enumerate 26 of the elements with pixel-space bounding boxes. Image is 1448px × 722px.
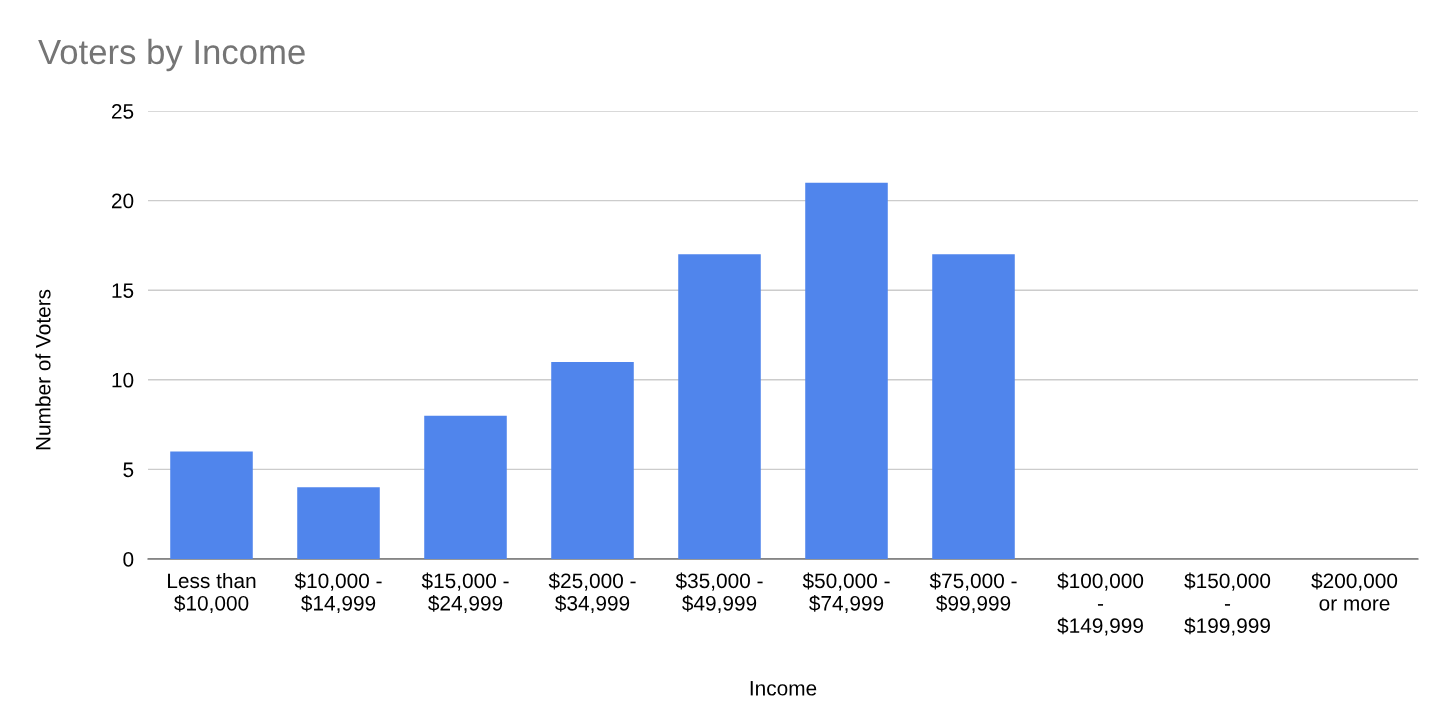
y-tick-label: 15	[112, 283, 134, 298]
x-tick-label: Less than $10,000	[168, 572, 256, 614]
bar	[551, 361, 634, 559]
y-tick-label: 0	[123, 552, 134, 567]
x-axis-title: Income	[750, 681, 817, 696]
bar	[297, 487, 380, 559]
bar	[805, 182, 888, 559]
x-tick-label: $150,000 - $199,999	[1184, 572, 1271, 636]
x-tick-label: $50,000 - $74,999	[802, 572, 890, 614]
bar	[170, 451, 253, 559]
y-tick-label: 25	[111, 104, 134, 119]
x-tick-label: $25,000 - $34,999	[548, 572, 636, 614]
chart-title: Voters by Income	[38, 38, 305, 72]
x-tick-label: $100,000 - $149,999	[1057, 572, 1144, 636]
bar	[932, 254, 1015, 559]
x-tick-label: $35,000 - $49,999	[675, 572, 763, 614]
x-tick-label: $200,000 or more	[1311, 572, 1398, 611]
x-tick-label: $15,000 - $24,999	[421, 572, 509, 614]
bar	[678, 254, 761, 559]
x-tick-label: $75,000 - $99,999	[929, 572, 1017, 614]
y-tick-label: 5	[123, 462, 134, 478]
x-tick-label: $10,000 - $14,999	[294, 572, 382, 614]
y-axis-title: Number of Voters	[35, 289, 51, 450]
y-tick-label: 20	[111, 193, 134, 209]
bar	[424, 415, 507, 559]
y-tick-label: 10	[112, 372, 134, 388]
